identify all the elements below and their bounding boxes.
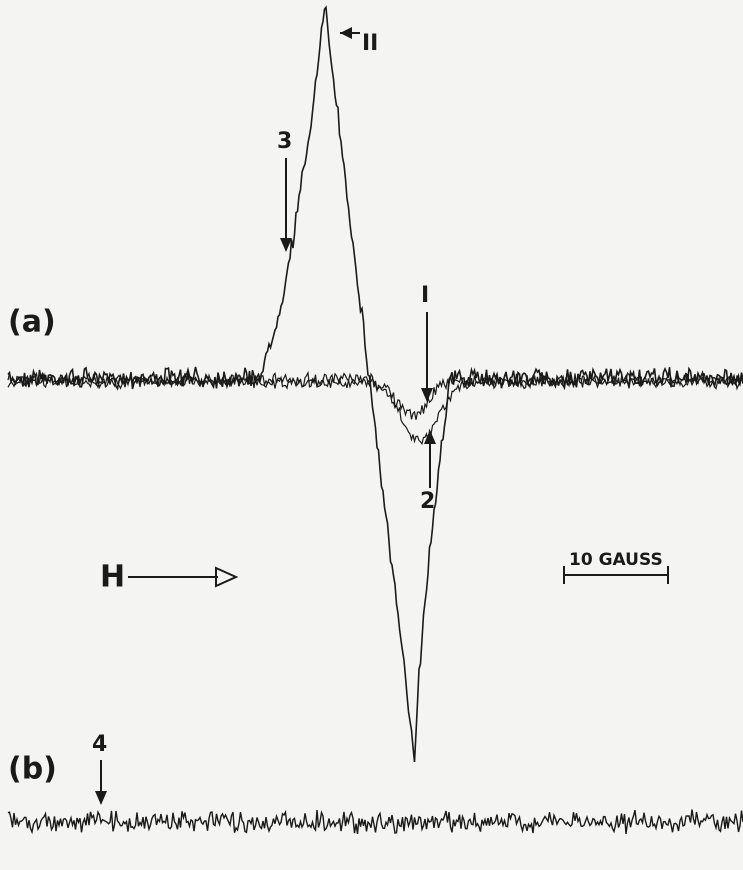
spectrum-a-2: [7, 373, 743, 446]
annotation: 4: [92, 732, 107, 757]
field-label: H: [100, 560, 125, 595]
spectrum-b: [7, 809, 743, 835]
spectrum-a: [7, 5, 743, 763]
annotation: I: [421, 283, 429, 308]
arrowhead: [340, 27, 352, 39]
traces: [7, 5, 743, 835]
arrowhead: [95, 791, 107, 805]
arrowhead: [215, 566, 239, 588]
annotation: II: [362, 31, 378, 56]
panel-label: (a): [8, 305, 56, 340]
arrowhead: [280, 238, 292, 252]
scale-bar-label: 10 GAUSS: [569, 550, 663, 570]
annotation: 2: [420, 489, 435, 514]
annotation: 3: [277, 129, 292, 154]
arrowhead: [421, 388, 433, 402]
arrowhead: [424, 430, 436, 444]
panel-label: (b): [8, 752, 57, 787]
